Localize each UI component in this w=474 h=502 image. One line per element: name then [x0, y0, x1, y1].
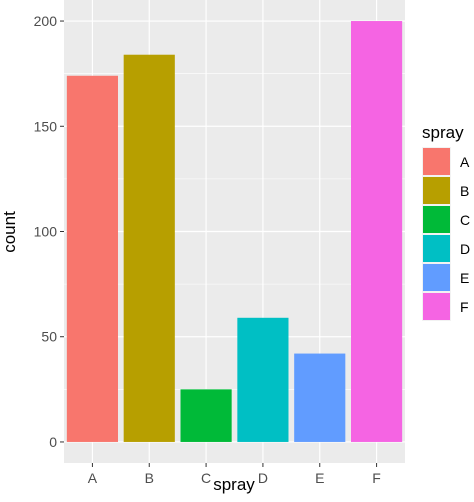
legend-swatch-F — [423, 293, 450, 320]
legend-label: D — [460, 241, 470, 257]
y-axis-title: count — [0, 211, 19, 253]
legend-swatch-B — [423, 177, 450, 204]
x-tick-label: C — [201, 470, 211, 486]
legend-label: E — [460, 270, 469, 286]
bar-A — [66, 75, 118, 442]
minor-gridlines — [64, 73, 405, 390]
legend-swatch-C — [423, 206, 450, 233]
legend-label: A — [460, 154, 470, 170]
y-tick-label: 0 — [49, 434, 57, 450]
x-tick-label: E — [315, 470, 324, 486]
legend-swatch-D — [423, 235, 450, 262]
bar-F — [351, 21, 403, 442]
x-axis: A B C D E F — [88, 463, 381, 486]
bars — [66, 21, 403, 442]
y-tick-label: 150 — [34, 118, 58, 134]
bar-B — [123, 54, 175, 442]
x-tick-label: A — [88, 470, 98, 486]
y-tick-label: 200 — [34, 13, 58, 29]
y-tick-label: 100 — [34, 224, 58, 240]
bar-D — [237, 317, 289, 442]
x-axis-title: spray — [213, 475, 255, 494]
y-tick-label: 50 — [41, 329, 57, 345]
legend-label: B — [460, 183, 469, 199]
x-tick-label: D — [258, 470, 268, 486]
legend-label: F — [460, 299, 469, 315]
legend-label: C — [460, 212, 470, 228]
x-tick-label: F — [372, 470, 381, 486]
y-axis: 0 50 100 150 200 — [34, 13, 64, 450]
legend-title: spray — [422, 123, 464, 142]
bar-C — [180, 389, 232, 442]
bar-E — [294, 353, 346, 442]
legend-swatch-E — [423, 264, 450, 291]
legend-swatch-A — [423, 148, 450, 175]
x-tick-label: B — [145, 470, 154, 486]
